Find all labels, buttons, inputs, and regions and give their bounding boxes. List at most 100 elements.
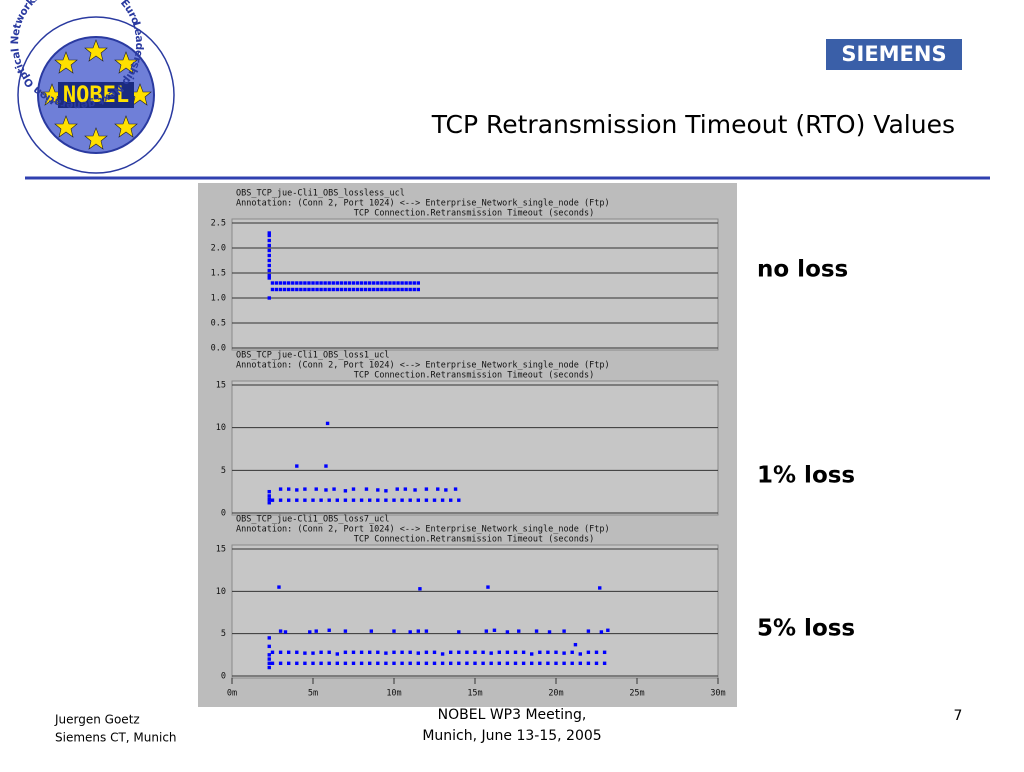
point [363, 287, 368, 292]
point [291, 287, 295, 292]
point [562, 629, 566, 633]
point [440, 652, 445, 656]
point [267, 268, 271, 273]
point [602, 650, 607, 654]
footer-event: NOBEL WP3 Meeting, [438, 707, 587, 723]
point [319, 281, 323, 285]
point [278, 281, 283, 285]
point [282, 281, 287, 285]
series-label: 5% loss [757, 616, 855, 642]
point [530, 652, 534, 656]
point [267, 258, 271, 263]
point [299, 287, 303, 292]
footer-date: Munich, June 13-15, 2005 [422, 728, 601, 744]
point [295, 464, 299, 468]
point [392, 661, 396, 665]
point [376, 488, 380, 492]
point [380, 281, 384, 285]
point [319, 650, 323, 654]
point [424, 487, 429, 491]
point [453, 487, 458, 491]
brand: SIEMENS [841, 42, 946, 66]
x-tick-label: 0m [227, 689, 237, 699]
point [291, 281, 295, 285]
point [424, 650, 429, 654]
point [505, 661, 510, 665]
point [432, 661, 437, 665]
point [562, 661, 566, 665]
point [432, 650, 437, 654]
point [392, 287, 396, 292]
point [295, 650, 299, 654]
point [384, 287, 388, 292]
y-tick-label: 1.0 [211, 294, 226, 304]
point [546, 661, 550, 665]
point [278, 650, 283, 654]
point [331, 281, 335, 285]
point [355, 281, 360, 285]
point [343, 287, 348, 292]
point [408, 650, 412, 654]
point [315, 287, 319, 292]
point [319, 661, 323, 665]
point [267, 501, 271, 505]
point [335, 652, 339, 656]
chart-subtitle: Annotation: (Conn 2, Port 1024) <--> Ent… [236, 361, 610, 371]
point [267, 233, 271, 238]
point [335, 281, 339, 285]
point [339, 281, 344, 285]
point [267, 263, 271, 268]
point [267, 657, 271, 661]
point [599, 630, 604, 634]
point [287, 487, 291, 491]
point [287, 287, 291, 292]
point [570, 650, 574, 654]
point [324, 464, 328, 468]
point [270, 287, 275, 292]
point [449, 498, 453, 502]
charts: OBS_TCP_jue-Cli1_OBS_lossless_uclAnnotat… [211, 189, 855, 699]
point [486, 585, 490, 589]
point [327, 628, 331, 632]
point [303, 651, 307, 655]
point [287, 281, 291, 285]
point [314, 487, 318, 491]
point [343, 629, 348, 633]
point [295, 281, 299, 285]
point [287, 498, 291, 502]
point [547, 630, 552, 634]
point [408, 498, 412, 502]
x-tick-label: 25m [629, 689, 644, 699]
point [392, 281, 396, 285]
point [324, 488, 328, 492]
star [114, 51, 138, 74]
point [267, 661, 271, 665]
point [400, 287, 404, 292]
point [267, 665, 271, 670]
point [303, 287, 307, 292]
point [327, 650, 331, 654]
point [396, 287, 400, 292]
point [295, 287, 299, 292]
point [311, 651, 315, 655]
point [267, 248, 271, 253]
point [416, 281, 420, 285]
point [303, 498, 307, 502]
point [457, 661, 461, 665]
point [267, 253, 271, 258]
point [323, 287, 327, 292]
point [325, 421, 330, 426]
point [359, 281, 364, 285]
point [376, 498, 380, 502]
point [267, 243, 271, 248]
point [404, 281, 408, 285]
point [546, 650, 550, 654]
point [602, 661, 607, 665]
x-tick-label: 10m [386, 689, 401, 699]
point [347, 281, 352, 285]
point [307, 281, 311, 285]
point [497, 650, 501, 654]
point [376, 281, 380, 285]
point [416, 287, 420, 292]
point [457, 498, 461, 502]
